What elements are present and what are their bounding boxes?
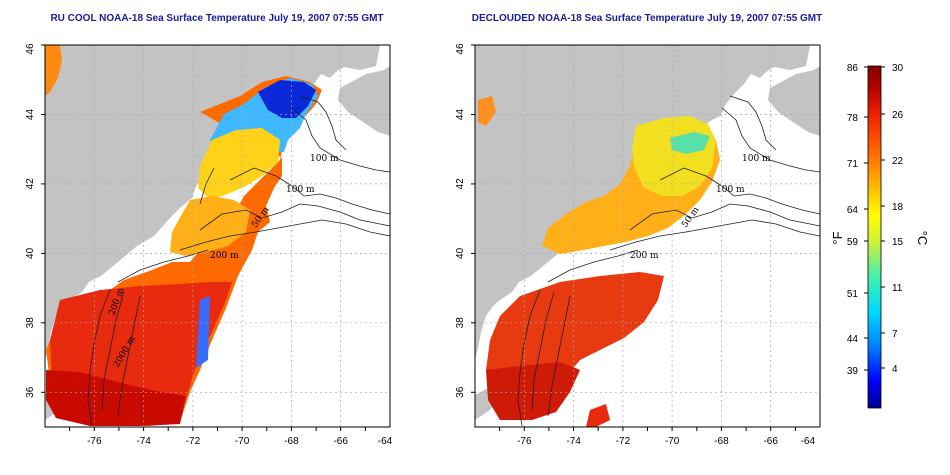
land-mainland (475, 45, 810, 360)
y-tick-label: 38 (455, 317, 466, 329)
fahrenheit-tick: 78 (847, 113, 859, 124)
sst-mid-shelf-region (170, 196, 250, 256)
celsius-tick: 30 (892, 63, 904, 74)
right-map-panel: DECLOUDED NOAA-18 Sea Surface Temperatur… (455, 13, 822, 447)
y-tick-label: 38 (25, 317, 36, 329)
y-tick-label: 42 (25, 178, 36, 190)
left-x-tick-labels: -76 -74 -72 -70 -68 -66 -64 (87, 436, 393, 447)
land-nova-scotia (338, 66, 390, 136)
left-panel-title: RU COOL NOAA-18 Sea Surface Temperature … (50, 13, 383, 24)
right-y-tick-labels: 36 38 40 42 44 46 (455, 43, 466, 398)
right-graticule (475, 45, 820, 427)
y-tick-label: 36 (25, 386, 36, 398)
sst-cloud-edge (196, 296, 210, 368)
celsius-tick: 11 (892, 283, 903, 294)
sst-cold-region (258, 80, 316, 118)
y-tick-label: 46 (25, 43, 36, 55)
x-tick-label: -72 (616, 436, 631, 447)
left-map-area: 100 m 100 m 200 m 50 m 200 m 2000 m (45, 45, 390, 427)
sst-patch-south (586, 404, 610, 427)
x-tick-label: -74 (566, 436, 581, 447)
x-tick-label: -66 (763, 436, 778, 447)
x-tick-label: -72 (186, 436, 201, 447)
fahrenheit-tick: 64 (847, 205, 859, 216)
right-x-tick-labels: -76 -74 -72 -70 -68 -66 -64 (517, 436, 815, 447)
left-bathymetry-contours (87, 95, 390, 427)
left-y-tick-labels: 36 38 40 42 44 46 (25, 43, 36, 398)
x-tick-label: -66 (333, 436, 348, 447)
sst-cool-patch (670, 132, 710, 154)
fahrenheit-tick: 51 (847, 289, 859, 300)
x-tick-label: -68 (714, 436, 729, 447)
land-nova-scotia (768, 66, 820, 136)
contour-label: 100 m (716, 185, 745, 195)
fahrenheit-tick: 44 (847, 334, 859, 345)
celsius-tick: 15 (892, 237, 904, 248)
fahrenheit-tick: 71 (847, 159, 859, 170)
celsius-tick: 4 (892, 364, 898, 375)
contour-label: 200 m (210, 251, 239, 261)
temperature-colorbar: 86 78 71 64 59 51 44 39 30 26 22 18 15 1… (830, 63, 930, 409)
left-tick-marks (41, 44, 366, 431)
contour-label: 100 m (310, 154, 339, 164)
celsius-tick-labels: 30 26 22 18 15 11 7 4 (892, 63, 904, 375)
celsius-unit-label: °C (915, 231, 930, 246)
right-panel-title: DECLOUDED NOAA-18 Sea Surface Temperatur… (472, 13, 823, 24)
x-tick-label: -70 (235, 436, 250, 447)
y-tick-label: 46 (455, 43, 466, 55)
celsius-tick: 18 (892, 202, 904, 213)
sst-patch-north (478, 96, 496, 126)
y-tick-label: 42 (455, 178, 466, 190)
fahrenheit-tick: 86 (847, 63, 859, 74)
sst-gulfstream-region (46, 370, 186, 426)
y-tick-label: 44 (25, 109, 36, 121)
y-tick-label: 40 (25, 247, 36, 259)
right-map-area: 100 m 100 m 200 m 50 m (475, 45, 820, 427)
x-tick-label: -74 (136, 436, 151, 447)
fahrenheit-unit-label: °F (830, 231, 845, 244)
land-mainland (45, 45, 380, 360)
colorbar-strip (867, 65, 882, 409)
contour-label: 200 m (630, 251, 659, 261)
fahrenheit-tick: 39 (847, 366, 859, 377)
x-tick-label: -64 (378, 436, 393, 447)
sst-mild-region (198, 128, 280, 200)
x-tick-label: -68 (284, 436, 299, 447)
x-tick-label: -64 (801, 436, 816, 447)
x-tick-label: -70 (665, 436, 680, 447)
contour-label: 100 m (286, 185, 315, 195)
left-graticule (45, 45, 390, 427)
fahrenheit-tick: 59 (847, 237, 859, 248)
sst-patch-north (45, 45, 62, 96)
celsius-tick: 7 (892, 329, 898, 340)
celsius-tick: 22 (892, 156, 904, 167)
fahrenheit-tick-labels: 86 78 71 64 59 51 44 39 (847, 63, 859, 377)
y-tick-label: 36 (455, 386, 466, 398)
y-tick-label: 40 (455, 247, 466, 259)
right-bathymetry-contours (517, 95, 820, 427)
left-map-panel: RU COOL NOAA-18 Sea Surface Temperature … (25, 13, 393, 447)
x-tick-label: -76 (517, 436, 532, 447)
celsius-tick: 26 (892, 110, 904, 121)
colorbar-tick-marks (864, 66, 885, 371)
right-tick-marks (471, 44, 796, 431)
y-tick-label: 44 (455, 109, 466, 121)
contour-label: 100 m (742, 154, 771, 164)
x-tick-label: -76 (87, 436, 102, 447)
